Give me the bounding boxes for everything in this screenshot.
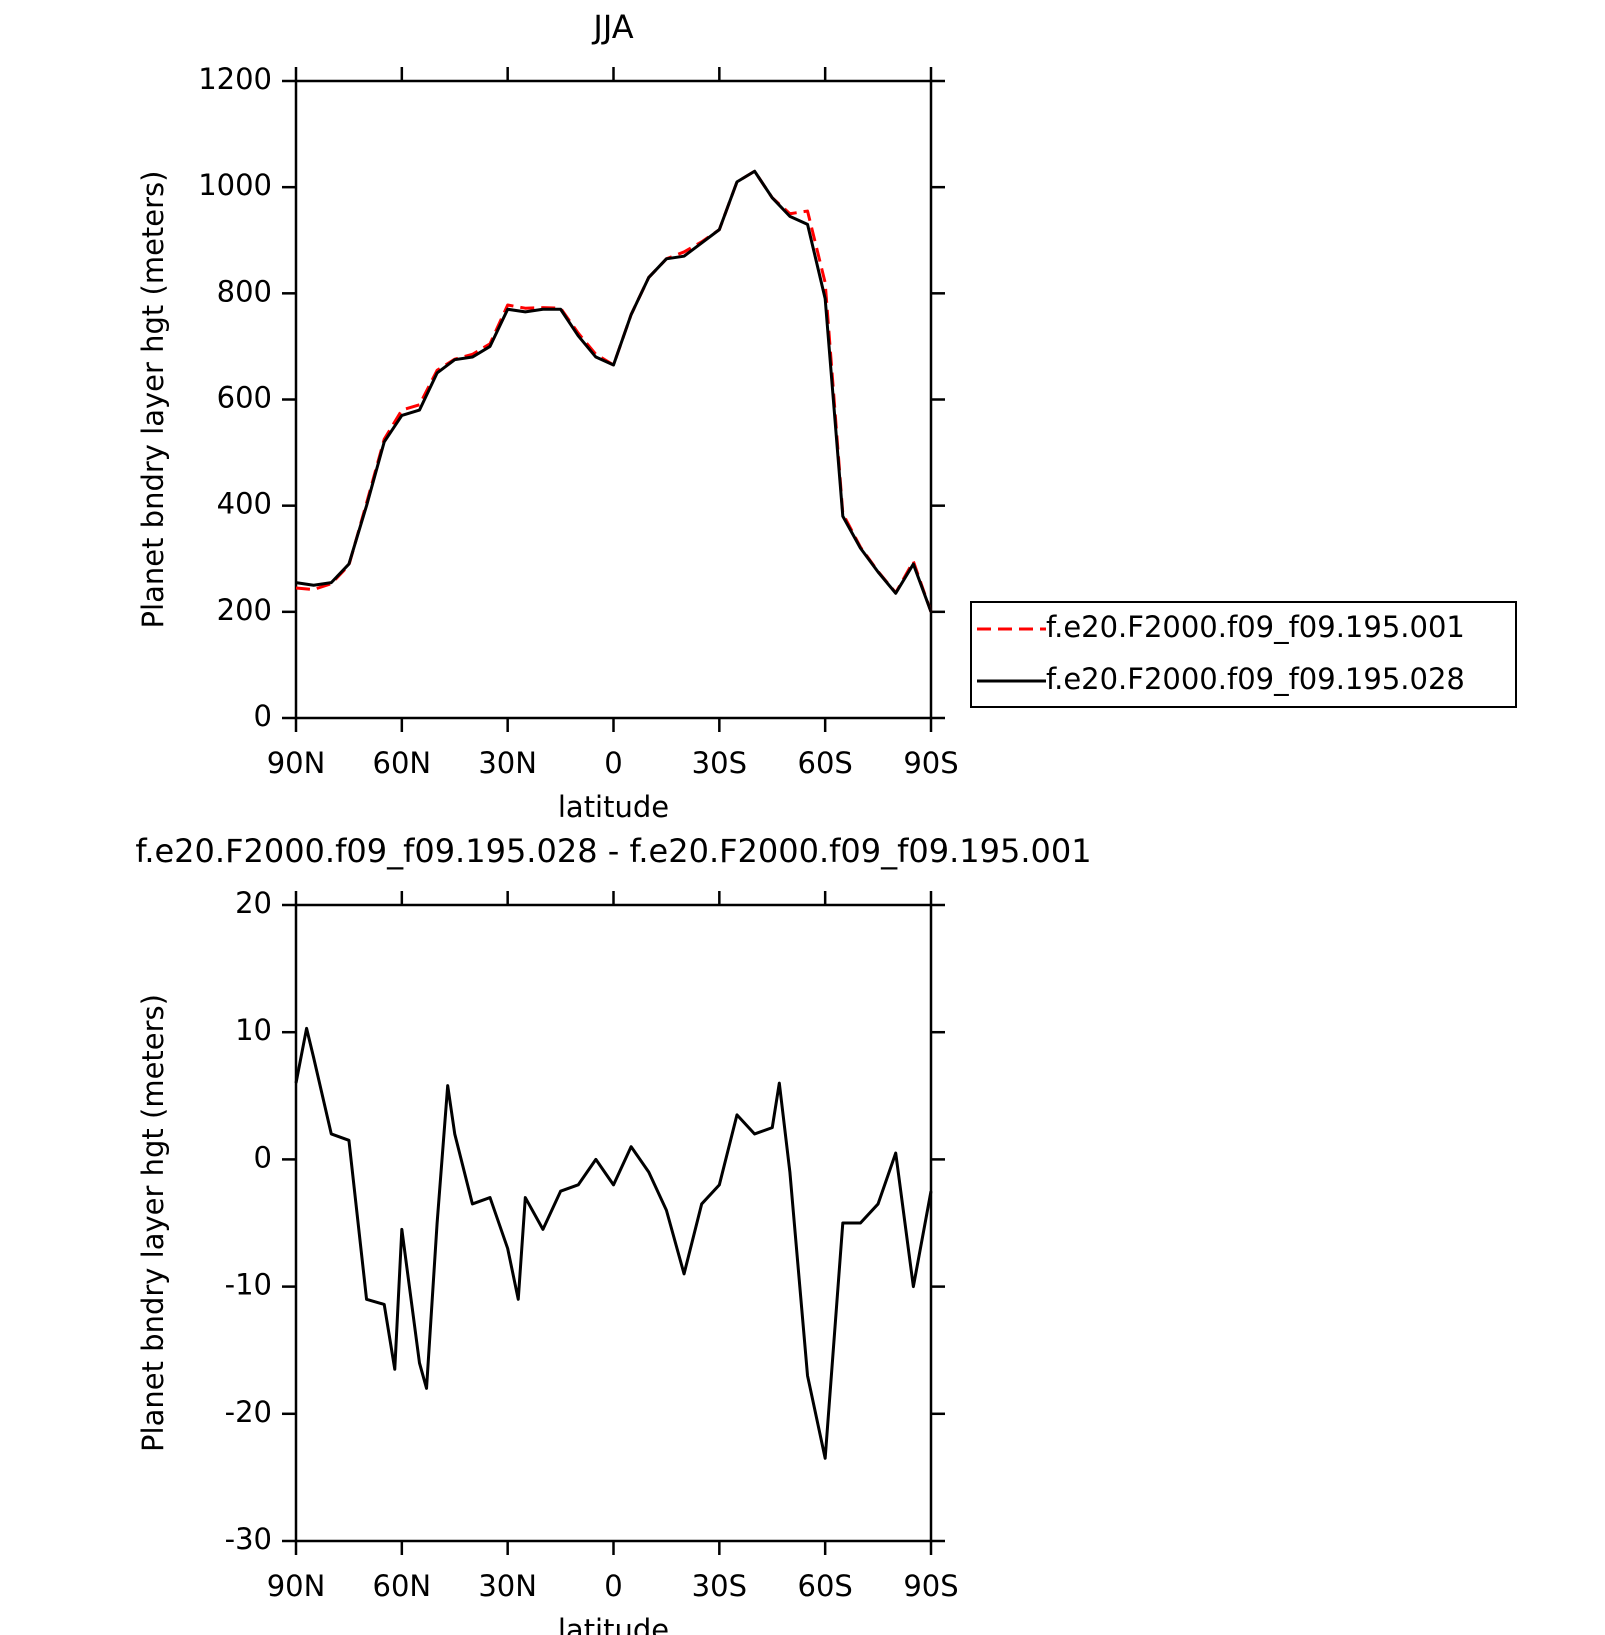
y-tick-label: 600 — [217, 381, 272, 415]
x-tick-label: 60S — [798, 746, 853, 780]
y-tick-label: -20 — [225, 1395, 272, 1429]
x-tick-label: 90N — [267, 746, 326, 780]
x-tick-label: 60S — [798, 1569, 853, 1603]
y-tick-label: 20 — [235, 886, 272, 920]
y-tick-label: 1200 — [198, 62, 272, 96]
x-tick-label: 90N — [267, 1569, 326, 1603]
x-tick-label: 60N — [373, 1569, 432, 1603]
data-line — [295, 169, 933, 613]
x-tick-label: 30N — [478, 746, 537, 780]
x-tick-label: 90S — [903, 1569, 958, 1603]
x-tick-label: 60N — [373, 746, 432, 780]
x-axis-label: latitude — [558, 790, 669, 824]
y-tick-label: 10 — [235, 1013, 272, 1047]
plot-frame — [294, 903, 933, 1543]
y-tick-label: 200 — [217, 593, 272, 627]
y-tick-label: -10 — [225, 1268, 272, 1302]
y-tick-label: 400 — [217, 487, 272, 521]
y-tick-label: 1000 — [198, 168, 272, 202]
y-tick-label: -30 — [225, 1522, 272, 1556]
y-axis-label: Planet bndry layer hgt (meters) — [136, 994, 170, 1452]
x-tick-label: 0 — [604, 1569, 622, 1603]
x-tick-label: 30S — [692, 746, 747, 780]
x-tick-label: 90S — [903, 746, 958, 780]
plot-frame — [294, 79, 933, 720]
y-axis-label: Planet bndry layer hgt (meters) — [136, 171, 170, 629]
chart-title: JJA — [591, 8, 633, 46]
legend-label: f.e20.F2000.f09_f09.195.028 — [1046, 662, 1465, 696]
y-tick-label: 0 — [254, 699, 272, 733]
y-tick-label: 0 — [254, 1140, 272, 1174]
x-tick-label: 30N — [478, 1569, 537, 1603]
chart-title: f.e20.F2000.f09_f09.195.028 - f.e20.F200… — [135, 832, 1091, 870]
legend-label: f.e20.F2000.f09_f09.195.001 — [1046, 610, 1465, 644]
data-line — [295, 169, 933, 613]
x-tick-label: 0 — [604, 746, 622, 780]
y-tick-label: 800 — [217, 274, 272, 308]
legend-box — [970, 601, 1517, 708]
data-line — [294, 1026, 933, 1460]
x-axis-label: latitude — [558, 1613, 669, 1635]
x-tick-label: 30S — [692, 1569, 747, 1603]
